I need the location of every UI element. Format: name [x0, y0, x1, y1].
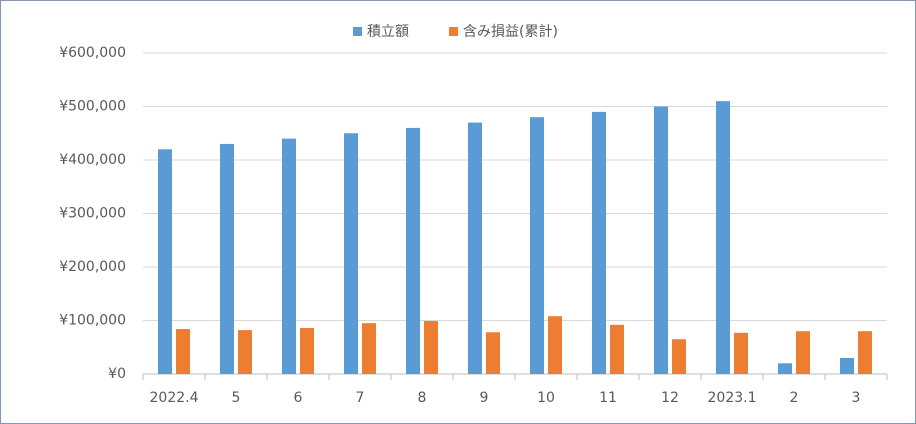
bar — [610, 324, 624, 374]
y-tick-label: ¥200,000 — [59, 259, 126, 275]
y-tick-label: ¥100,000 — [59, 313, 126, 329]
bar — [486, 332, 500, 374]
x-tick-label: 5 — [232, 390, 241, 406]
bar — [158, 149, 172, 374]
x-tick-label: 2023.1 — [708, 390, 757, 406]
bar — [548, 316, 562, 374]
bar — [282, 138, 296, 374]
bar — [344, 133, 358, 374]
legend-label: 積立額 — [367, 24, 409, 40]
y-tick-label: ¥0 — [108, 366, 126, 382]
bar — [840, 357, 854, 374]
legend-label: 含み損益(累計) — [463, 24, 558, 40]
bar — [406, 127, 420, 375]
bar — [238, 330, 252, 374]
y-tick-label: ¥600,000 — [59, 45, 126, 61]
y-tick-label: ¥500,000 — [59, 99, 126, 115]
bar — [778, 363, 792, 374]
y-tick-label: ¥400,000 — [59, 152, 126, 168]
x-tick-label: 9 — [480, 390, 489, 406]
y-tick-label: ¥300,000 — [59, 206, 126, 222]
x-tick-label: 12 — [661, 390, 679, 406]
x-tick-label: 6 — [294, 390, 303, 406]
bar — [796, 331, 810, 374]
bar — [176, 329, 190, 374]
bar — [300, 327, 314, 374]
bar — [672, 339, 686, 374]
legend-swatch — [449, 27, 458, 36]
bar — [530, 117, 544, 374]
bar — [734, 332, 748, 374]
legend-swatch — [353, 27, 362, 36]
bar — [858, 331, 872, 374]
bar — [592, 111, 606, 374]
x-tick-label: 11 — [599, 390, 617, 406]
bar — [468, 122, 482, 374]
bar — [362, 323, 376, 374]
x-tick-label: 7 — [356, 390, 365, 406]
bar — [220, 143, 234, 374]
bar — [424, 321, 438, 374]
x-tick-label: 3 — [852, 390, 861, 406]
bar — [654, 106, 668, 374]
x-tick-label: 2022.4 — [150, 390, 199, 406]
x-tick-label: 2 — [790, 390, 799, 406]
x-tick-label: 8 — [418, 390, 427, 406]
x-tick-label: 10 — [537, 390, 555, 406]
bar — [716, 101, 730, 375]
